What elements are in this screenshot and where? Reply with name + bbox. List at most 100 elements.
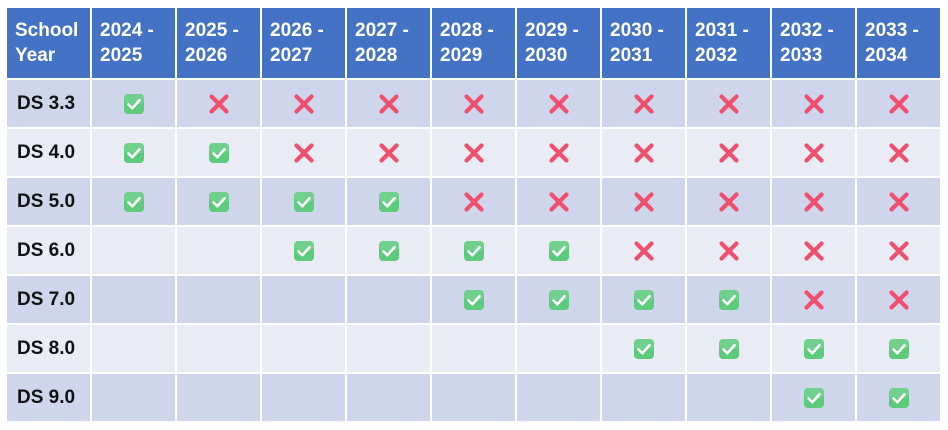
table-cell	[602, 227, 685, 274]
table-cell	[432, 80, 515, 127]
check-mark-button-icon	[718, 338, 740, 360]
table-cell	[857, 374, 940, 421]
support-matrix-table: School Year 2024 - 2025 2025 - 2026 2026 -…	[5, 6, 942, 423]
check-mark-button-icon	[633, 289, 655, 311]
table-cell	[262, 227, 345, 274]
header-row: School Year 2024 - 2025 2025 - 2026 2026 -…	[7, 8, 940, 78]
cross-mark-icon	[803, 142, 825, 164]
table-cell	[687, 80, 770, 127]
row-label: DS 4.0	[7, 129, 90, 176]
table-cell	[602, 325, 685, 372]
cross-mark-icon	[463, 142, 485, 164]
table-row: DS 6.0	[7, 227, 940, 274]
check-mark-button-icon	[888, 387, 910, 409]
table-cell	[92, 374, 175, 421]
table-cell	[857, 325, 940, 372]
table-row: DS 8.0	[7, 325, 940, 372]
table-cell	[602, 178, 685, 225]
cross-mark-icon	[888, 93, 910, 115]
table-cell	[772, 325, 855, 372]
corner-header-school-year: School Year	[7, 8, 90, 78]
table-cell	[347, 178, 430, 225]
table-cell	[177, 227, 260, 274]
cross-mark-icon	[718, 191, 740, 213]
column-header-school-year: 2027 - 2028	[347, 8, 430, 78]
row-label: DS 8.0	[7, 325, 90, 372]
row-label: DS 9.0	[7, 374, 90, 421]
cross-mark-icon	[888, 240, 910, 262]
row-label: DS 6.0	[7, 227, 90, 274]
cross-mark-icon	[633, 142, 655, 164]
table-cell	[92, 227, 175, 274]
column-header-school-year: 2026 - 2027	[262, 8, 345, 78]
table-cell	[602, 129, 685, 176]
table-cell	[347, 80, 430, 127]
table-cell	[92, 325, 175, 372]
table-cell	[772, 276, 855, 323]
table-cell	[687, 227, 770, 274]
table-cell	[347, 276, 430, 323]
row-label: DS 7.0	[7, 276, 90, 323]
table-cell	[517, 80, 600, 127]
table-cell	[432, 325, 515, 372]
table-cell	[602, 80, 685, 127]
table-row: DS 9.0	[7, 374, 940, 421]
table-cell	[262, 80, 345, 127]
cross-mark-icon	[293, 142, 315, 164]
cross-mark-icon	[463, 93, 485, 115]
check-mark-button-icon	[378, 191, 400, 213]
column-header-school-year: 2033 - 2034	[857, 8, 940, 78]
table-cell	[177, 276, 260, 323]
table-cell	[177, 129, 260, 176]
check-mark-button-icon	[463, 240, 485, 262]
table-cell	[857, 227, 940, 274]
cross-mark-icon	[888, 289, 910, 311]
check-mark-button-icon	[548, 289, 570, 311]
check-mark-button-icon	[463, 289, 485, 311]
column-header-school-year: 2028 - 2029	[432, 8, 515, 78]
table-cell	[687, 178, 770, 225]
column-header-school-year: 2029 - 2030	[517, 8, 600, 78]
table-cell	[517, 178, 600, 225]
table-cell	[347, 325, 430, 372]
table-row: DS 4.0	[7, 129, 940, 176]
table-cell	[262, 374, 345, 421]
table-cell	[347, 129, 430, 176]
column-header-school-year: 2031 - 2032	[687, 8, 770, 78]
table-cell	[517, 374, 600, 421]
table-cell	[857, 178, 940, 225]
cross-mark-icon	[463, 191, 485, 213]
table-cell	[857, 276, 940, 323]
check-mark-button-icon	[378, 240, 400, 262]
check-mark-button-icon	[803, 338, 825, 360]
table-cell	[517, 129, 600, 176]
table-cell	[602, 374, 685, 421]
table-cell	[517, 227, 600, 274]
table-cell	[517, 325, 600, 372]
cross-mark-icon	[803, 93, 825, 115]
table-body: DS 3.3 DS 4.0 DS 5.0 DS 6.0 DS 7.0 DS 8.0 DS 9…	[7, 80, 940, 421]
table-cell	[432, 227, 515, 274]
cross-mark-icon	[548, 142, 570, 164]
row-label: DS 3.3	[7, 80, 90, 127]
table-cell	[177, 178, 260, 225]
table-cell	[92, 80, 175, 127]
cross-mark-icon	[633, 191, 655, 213]
check-mark-button-icon	[718, 289, 740, 311]
check-mark-button-icon	[123, 191, 145, 213]
table-cell	[687, 325, 770, 372]
table-row: DS 5.0	[7, 178, 940, 225]
check-mark-button-icon	[548, 240, 570, 262]
table-cell	[92, 178, 175, 225]
table-cell	[602, 276, 685, 323]
table-cell	[262, 178, 345, 225]
table-cell	[177, 80, 260, 127]
cross-mark-icon	[803, 240, 825, 262]
cross-mark-icon	[718, 142, 740, 164]
row-label: DS 5.0	[7, 178, 90, 225]
check-mark-button-icon	[803, 387, 825, 409]
cross-mark-icon	[633, 240, 655, 262]
table-cell	[177, 325, 260, 372]
table-cell	[92, 276, 175, 323]
table-cell	[177, 374, 260, 421]
